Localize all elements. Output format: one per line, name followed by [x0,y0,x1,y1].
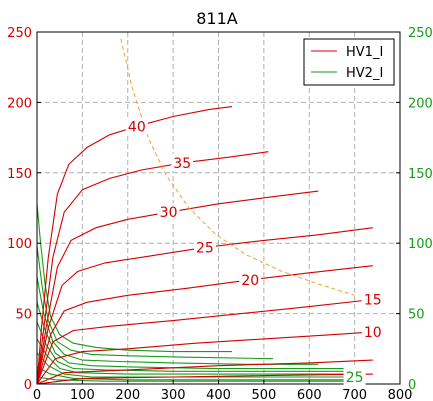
hv1-curve-label: 35 [173,156,191,172]
hv1-curve-7 [36,359,373,385]
x-tick-label: 800 [388,388,413,401]
hv1-curve-label-bg [171,153,194,171]
x-tick-label: 100 [70,388,95,401]
hv1-curve-5 [36,298,373,385]
hv2-curve-7 [36,366,355,381]
y-left-tick-label: 100 [7,237,32,252]
hv2-curve-4 [36,321,355,372]
hv1-curve-label-bg [361,322,384,340]
hv2-curve-0 [36,203,233,353]
hv1-series-group [36,106,373,385]
hv1-curve-label-bg [239,270,262,288]
hv1-curve-label-bg [193,238,216,256]
y-left-tick-label: 150 [7,167,32,182]
hv2-series-group [36,203,364,382]
y-left-tick-label: 0 [24,378,32,393]
hv1-curve-label: 10 [364,325,382,341]
hv1-curve-3 [36,227,373,385]
x-tick-label: 400 [206,388,231,401]
hv1-curve-label: 15 [364,293,382,309]
x-tick-label: 700 [342,388,367,401]
hv1-curve-label: 25 [196,240,214,256]
power-limit-curve-group [120,38,355,296]
hv1-curve-label: 30 [160,205,178,221]
y-right-tick-label: 50 [408,308,425,323]
y-left-tick-label: 50 [15,308,32,323]
legend-hv1-label: HV1_I [346,45,383,60]
y-right-tick-label: 250 [408,26,433,41]
x-tick-label: 300 [161,388,186,401]
hv1-curve-0 [36,106,233,385]
hv2-curve-label: 25 [346,370,364,386]
legend-hv2-label: HV2_I [346,66,383,81]
x-tick-label: 200 [115,388,140,401]
y-left-tick-label: 250 [7,26,32,41]
hv2-curve-6 [36,352,355,378]
hv1-curve-label-bg [361,290,384,308]
chart-title: 811A [196,9,238,28]
x-tick-label: 500 [251,388,276,401]
hv1-curve-label-bg [125,117,148,135]
grid [37,32,400,384]
hv1-curve-2 [36,190,319,385]
power-limit-curve [120,38,355,296]
hv1-curve-1 [36,151,269,385]
curve-labels: 40 35 30 25 20 15 10 25 [125,117,384,386]
hv2-curve-3 [36,302,355,370]
y-right-tick-label: 100 [408,237,433,252]
hv1-curve-8 [36,373,373,385]
legend-box [303,38,395,86]
x-tick-label: 0 [33,388,41,401]
x-tick-label: 600 [297,388,322,401]
hv1-curve-label: 40 [128,119,146,135]
y-right-tick-label: 200 [408,96,433,111]
y-left-tick-label: 200 [7,96,32,111]
hv1-curve-4 [36,265,373,385]
hv1-curve-6 [36,331,373,385]
hv1-curve-label-bg [157,203,180,221]
hv2-curve-1 [36,245,274,360]
legend: HV1_I HV2_I [303,38,395,86]
y-right-tick-label: 0 [408,378,416,393]
hv2-curve-label-bg [343,367,366,385]
hv2-curve-5 [36,338,355,375]
y-right-tick-label: 150 [408,167,433,182]
hv1-curve-label: 20 [241,273,259,289]
